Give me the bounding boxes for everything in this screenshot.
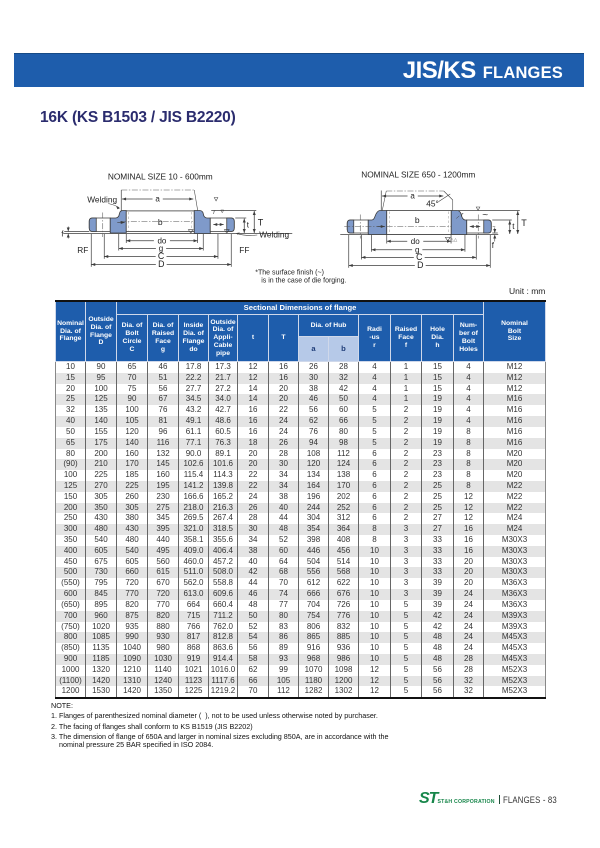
svg-text:*The surface finish (~): *The surface finish (~) <box>255 270 324 277</box>
svg-text:C: C <box>416 252 423 262</box>
svg-text:RF: RF <box>77 245 88 255</box>
svg-text:FF: FF <box>239 245 249 255</box>
svg-text:C: C <box>158 251 165 261</box>
svg-text:b: b <box>158 217 163 227</box>
svg-text:f: f <box>61 230 64 239</box>
svg-text:r: r <box>461 213 464 219</box>
svg-text:D: D <box>158 259 164 269</box>
svg-text:D: D <box>417 260 423 270</box>
svg-text:a: a <box>410 192 415 201</box>
svg-text:t: t <box>247 221 250 230</box>
svg-text:do: do <box>411 237 420 246</box>
svg-text:NOMINAL SIZE 650 - 1200mm: NOMINAL SIZE 650 - 1200mm <box>361 170 475 180</box>
svg-text:T: T <box>521 218 527 228</box>
svg-text:b: b <box>415 215 420 225</box>
svg-text:T: T <box>258 218 264 228</box>
svg-text:t: t <box>512 222 515 231</box>
svg-text:g: g <box>159 244 163 253</box>
svg-text:△△: △△ <box>450 237 457 242</box>
svg-text:g: g <box>415 245 419 254</box>
svg-text:~: ~ <box>482 210 488 221</box>
svg-text:a: a <box>155 195 160 204</box>
svg-text:f: f <box>492 241 495 250</box>
svg-text:r: r <box>213 210 216 216</box>
svg-text:is in the case of die forging.: is in the case of die forging. <box>261 278 346 285</box>
svg-text:Welding: Welding <box>87 195 117 205</box>
svg-text:do: do <box>157 236 166 245</box>
svg-text:NOMINAL SIZE 10 - 600mm: NOMINAL SIZE 10 - 600mm <box>108 172 213 182</box>
svg-text:Welding: Welding <box>259 229 289 239</box>
svg-text:45°: 45° <box>426 199 439 209</box>
